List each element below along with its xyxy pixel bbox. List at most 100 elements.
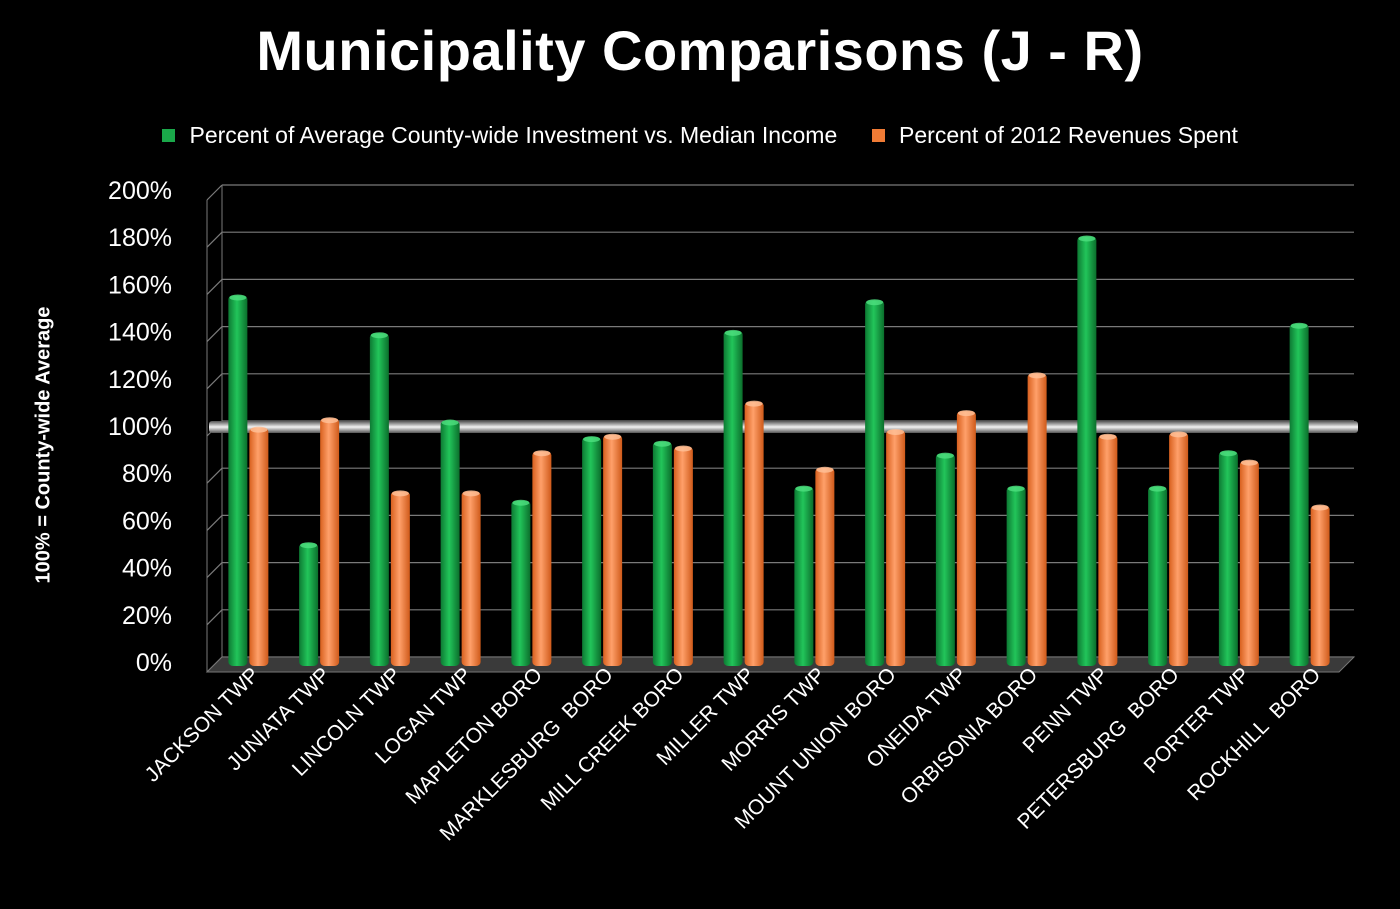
gridline-depth <box>206 184 223 201</box>
chart-floor <box>205 656 1356 673</box>
y-tick-label: 200% <box>108 177 172 205</box>
bar-cap <box>1240 459 1258 466</box>
y-tick-label: 140% <box>108 319 172 347</box>
y-axis-title: 100% = County-wide Average <box>32 306 55 584</box>
bar-cap <box>1149 485 1167 492</box>
bar-investment <box>1289 323 1309 666</box>
bar-investment <box>299 543 319 666</box>
bar-investment <box>794 486 814 666</box>
bar-investment <box>369 333 389 666</box>
bar-revenues <box>1098 434 1118 666</box>
x-tick-label: MAPLETON BORO <box>401 663 547 809</box>
legend-item-investment: Percent of Average County-wide Investmen… <box>162 122 837 149</box>
bar-cap <box>887 429 905 435</box>
legend-label-investment: Percent of Average County-wide Investmen… <box>189 122 838 148</box>
x-tick-label: ORBISONIA BORO <box>896 663 1042 809</box>
bar-revenues <box>603 434 623 666</box>
bar-cap <box>1219 450 1237 457</box>
x-tick-label: ROCKHILL BORO <box>1183 663 1325 805</box>
bar-revenues <box>886 430 906 666</box>
bar-investment <box>1006 486 1026 666</box>
reference-line-layer <box>209 421 1358 433</box>
bar-revenues <box>249 427 269 666</box>
gridline-depth <box>206 467 223 484</box>
reference-line-100 <box>209 421 1358 433</box>
gridline-depth <box>206 609 223 626</box>
gridline-depth <box>206 514 223 531</box>
bar-cap <box>533 450 551 457</box>
legend-swatch-green <box>162 129 176 142</box>
bar-revenues <box>1239 460 1259 666</box>
bar-revenues <box>532 451 552 666</box>
legend-label-revenues: Percent of 2012 Revenues Spent <box>899 122 1238 148</box>
bar-revenues <box>744 401 764 666</box>
bar-cap <box>745 400 763 407</box>
bar-cap <box>1028 372 1046 379</box>
legend-swatch-orange <box>871 129 885 142</box>
y-tick-label: 0% <box>136 649 172 677</box>
bar-cap <box>370 332 388 339</box>
bar-cap <box>250 426 268 433</box>
bar-cap <box>229 294 247 301</box>
bar-cap <box>462 490 480 497</box>
bar-cap <box>1290 322 1308 329</box>
bar-revenues <box>1310 505 1330 666</box>
gridline-depth <box>206 562 223 579</box>
y-tick-label: 100% <box>108 413 172 441</box>
bar-cap <box>866 299 884 306</box>
bar-revenues <box>461 491 481 666</box>
bar-revenues <box>956 411 976 666</box>
bar-cap <box>441 419 459 426</box>
bar-cap <box>1311 504 1329 511</box>
bar-cap <box>583 436 601 443</box>
bar-revenues <box>673 446 693 666</box>
bar-cap <box>1099 433 1117 440</box>
gridline-depth <box>206 326 223 343</box>
bar-investment <box>1218 451 1238 666</box>
bar-revenues <box>390 491 410 666</box>
legend-item-revenues: Percent of 2012 Revenues Spent <box>871 122 1238 149</box>
bar-investment <box>1077 236 1097 667</box>
y-tick-label: 40% <box>122 555 172 583</box>
y-tick-label: 120% <box>108 366 172 394</box>
bar-investment <box>723 330 743 666</box>
bar-cap <box>816 466 834 473</box>
bar-cap <box>604 433 622 440</box>
bar-investment <box>865 300 885 666</box>
y-tick-label: 80% <box>122 460 172 488</box>
bar-revenues <box>1169 432 1189 666</box>
bar-revenues <box>815 467 835 666</box>
bar-cap <box>653 440 671 447</box>
gridline-depth <box>206 231 223 248</box>
gridline-depth <box>206 278 223 295</box>
y-tick-label: 160% <box>108 271 172 299</box>
bar-cap <box>1170 431 1188 438</box>
gridline-depth <box>206 373 223 390</box>
bar-layer <box>228 235 1330 667</box>
tick-label-layer: 0%20%40%60%80%100%120%140%160%180%200%JA… <box>108 177 1325 845</box>
bar-cap <box>724 329 742 336</box>
bar-investment <box>652 441 672 666</box>
chart-title: Municipality Comparisons (J - R) <box>256 19 1144 82</box>
bar-cap <box>795 485 813 492</box>
bar-cap <box>391 490 409 497</box>
y-tick-label: 60% <box>122 507 172 535</box>
bar-cap <box>957 410 975 417</box>
bar-investment <box>511 500 531 666</box>
bar-cap <box>674 445 692 452</box>
bar-investment <box>582 437 602 666</box>
bar-cap <box>936 452 954 459</box>
bar-revenues <box>1027 373 1047 666</box>
bar-cap <box>321 417 339 424</box>
bar-investment <box>228 295 248 666</box>
y-tick-label: 20% <box>122 602 172 630</box>
y-tick-label: 180% <box>108 224 172 252</box>
bar-cap <box>300 542 318 549</box>
bar-investment <box>935 453 955 666</box>
bar-investment <box>1148 486 1168 666</box>
legend: Percent of Average County-wide Investmen… <box>0 122 1400 149</box>
bar-cap <box>1078 235 1096 242</box>
bar-cap <box>512 499 530 506</box>
bar-revenues <box>320 418 340 666</box>
